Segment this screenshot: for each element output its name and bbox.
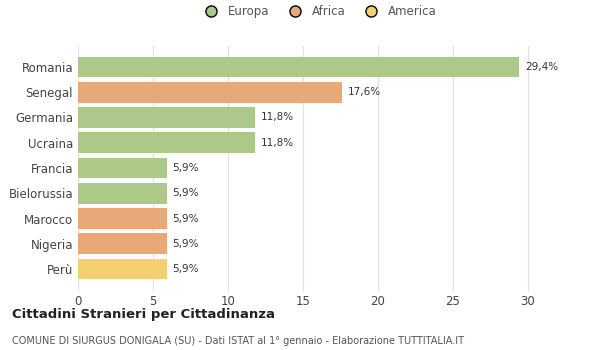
Legend: Europa, Africa, America: Europa, Africa, America [197,2,439,20]
Bar [78,158,167,178]
Text: 11,8%: 11,8% [261,112,294,122]
Text: 5,9%: 5,9% [173,163,199,173]
Text: 5,9%: 5,9% [173,214,199,224]
Bar [78,132,255,153]
Bar [78,57,519,77]
Text: 11,8%: 11,8% [261,138,294,148]
Text: 17,6%: 17,6% [348,87,381,97]
Bar [78,82,342,103]
Bar [78,259,167,279]
Bar [78,208,167,229]
Text: Cittadini Stranieri per Cittadinanza: Cittadini Stranieri per Cittadinanza [12,308,275,321]
Text: COMUNE DI SIURGUS DONIGALA (SU) - Dati ISTAT al 1° gennaio - Elaborazione TUTTIT: COMUNE DI SIURGUS DONIGALA (SU) - Dati I… [12,336,464,346]
Text: 5,9%: 5,9% [173,188,199,198]
Text: 29,4%: 29,4% [525,62,558,72]
Bar [78,107,255,128]
Bar [78,183,167,204]
Bar [78,233,167,254]
Text: 5,9%: 5,9% [173,264,199,274]
Text: 5,9%: 5,9% [173,239,199,249]
